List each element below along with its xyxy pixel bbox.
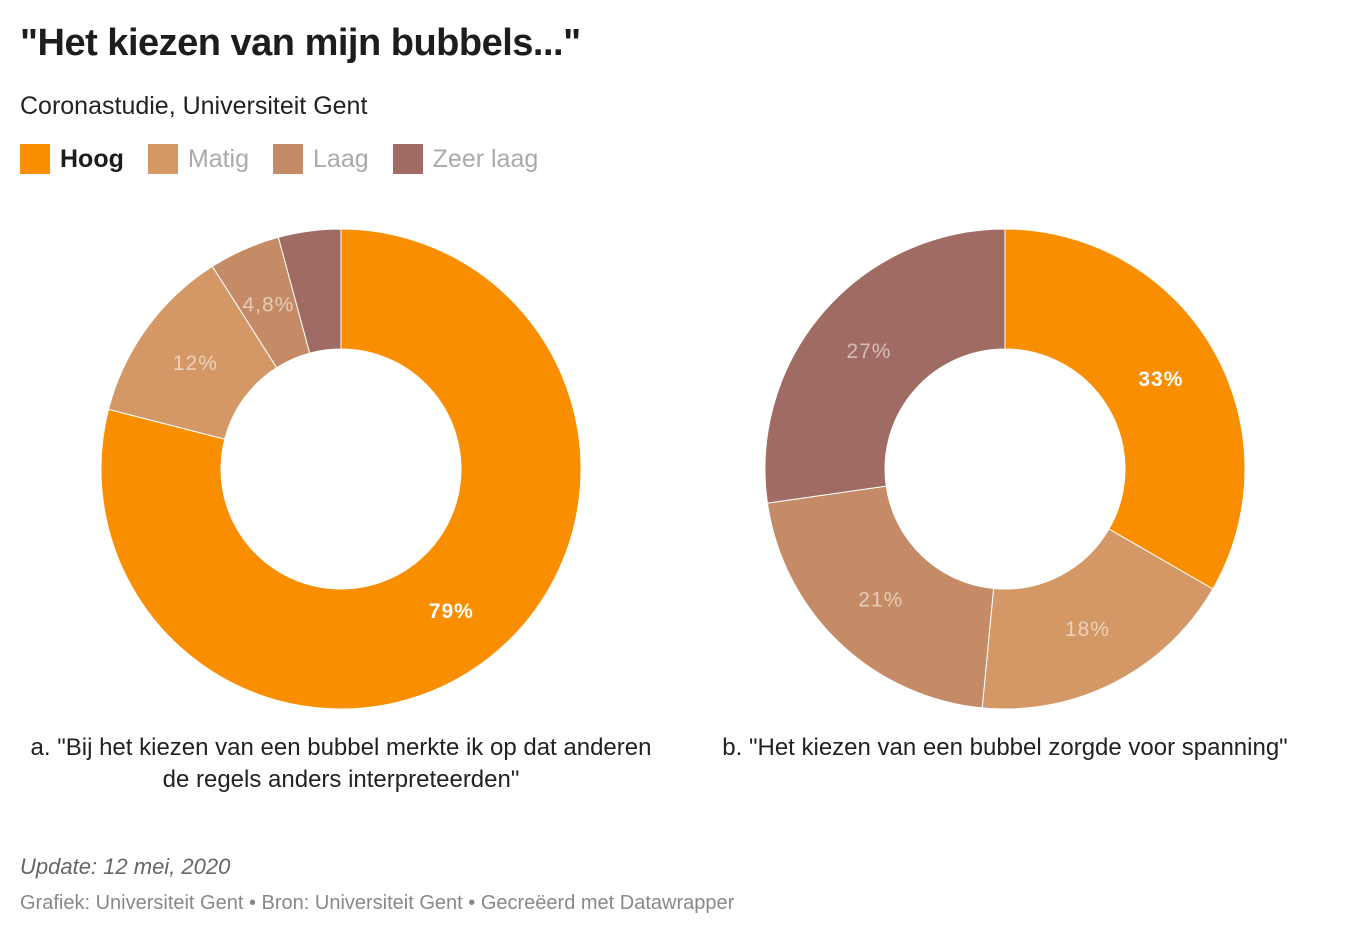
source-note: Grafiek: Universiteit Gent • Bron: Unive… <box>20 892 735 914</box>
data-label: 27% <box>846 340 891 363</box>
donut-slice-hoog <box>100 228 582 710</box>
legend-label: Zeer laag <box>432 144 539 173</box>
chart-title: "Het kiezen van mijn bubbels..." <box>20 22 581 64</box>
data-label: 12% <box>173 352 218 375</box>
legend-item-hoog[interactable]: Hoog <box>20 144 124 174</box>
legend-item-zeer-laag[interactable]: Zeer laag <box>392 144 539 174</box>
donut-slice-zeer-laag <box>277 228 342 354</box>
legend-label: Laag <box>313 144 369 173</box>
donut-slice-hoog <box>1004 228 1246 590</box>
data-label: 79% <box>429 600 474 623</box>
donut-slice-matig <box>107 265 278 440</box>
caption-b: b. "Het kiezen van een bubbel zorgde voo… <box>722 734 1288 761</box>
legend-item-matig[interactable]: Matig <box>147 144 250 174</box>
legend-label: Matig <box>187 144 250 173</box>
legend-swatch <box>392 144 423 174</box>
update-note: Update: 12 mei, 2020 <box>20 854 231 879</box>
legend: Hoog Matig Laag Zeer laag <box>20 144 562 174</box>
data-label: 4,8% <box>243 293 295 316</box>
data-label: 21% <box>858 588 903 611</box>
donut-slice-zeer-laag <box>764 228 1006 504</box>
legend-swatch <box>147 144 178 174</box>
chart-subtitle: Coronastudie, Universiteit Gent <box>20 92 368 120</box>
legend-swatch <box>20 144 50 174</box>
legend-swatch <box>273 144 304 174</box>
data-label: 33% <box>1138 368 1183 391</box>
legend-label: Hoog <box>60 144 124 173</box>
data-label: 18% <box>1065 618 1110 641</box>
donut-slice-laag <box>766 485 995 709</box>
donut-slice-matig <box>981 528 1214 710</box>
legend-item-laag[interactable]: Laag <box>273 144 369 174</box>
caption-a: a. "Bij het kiezen van een bubbel merkte… <box>30 734 652 793</box>
